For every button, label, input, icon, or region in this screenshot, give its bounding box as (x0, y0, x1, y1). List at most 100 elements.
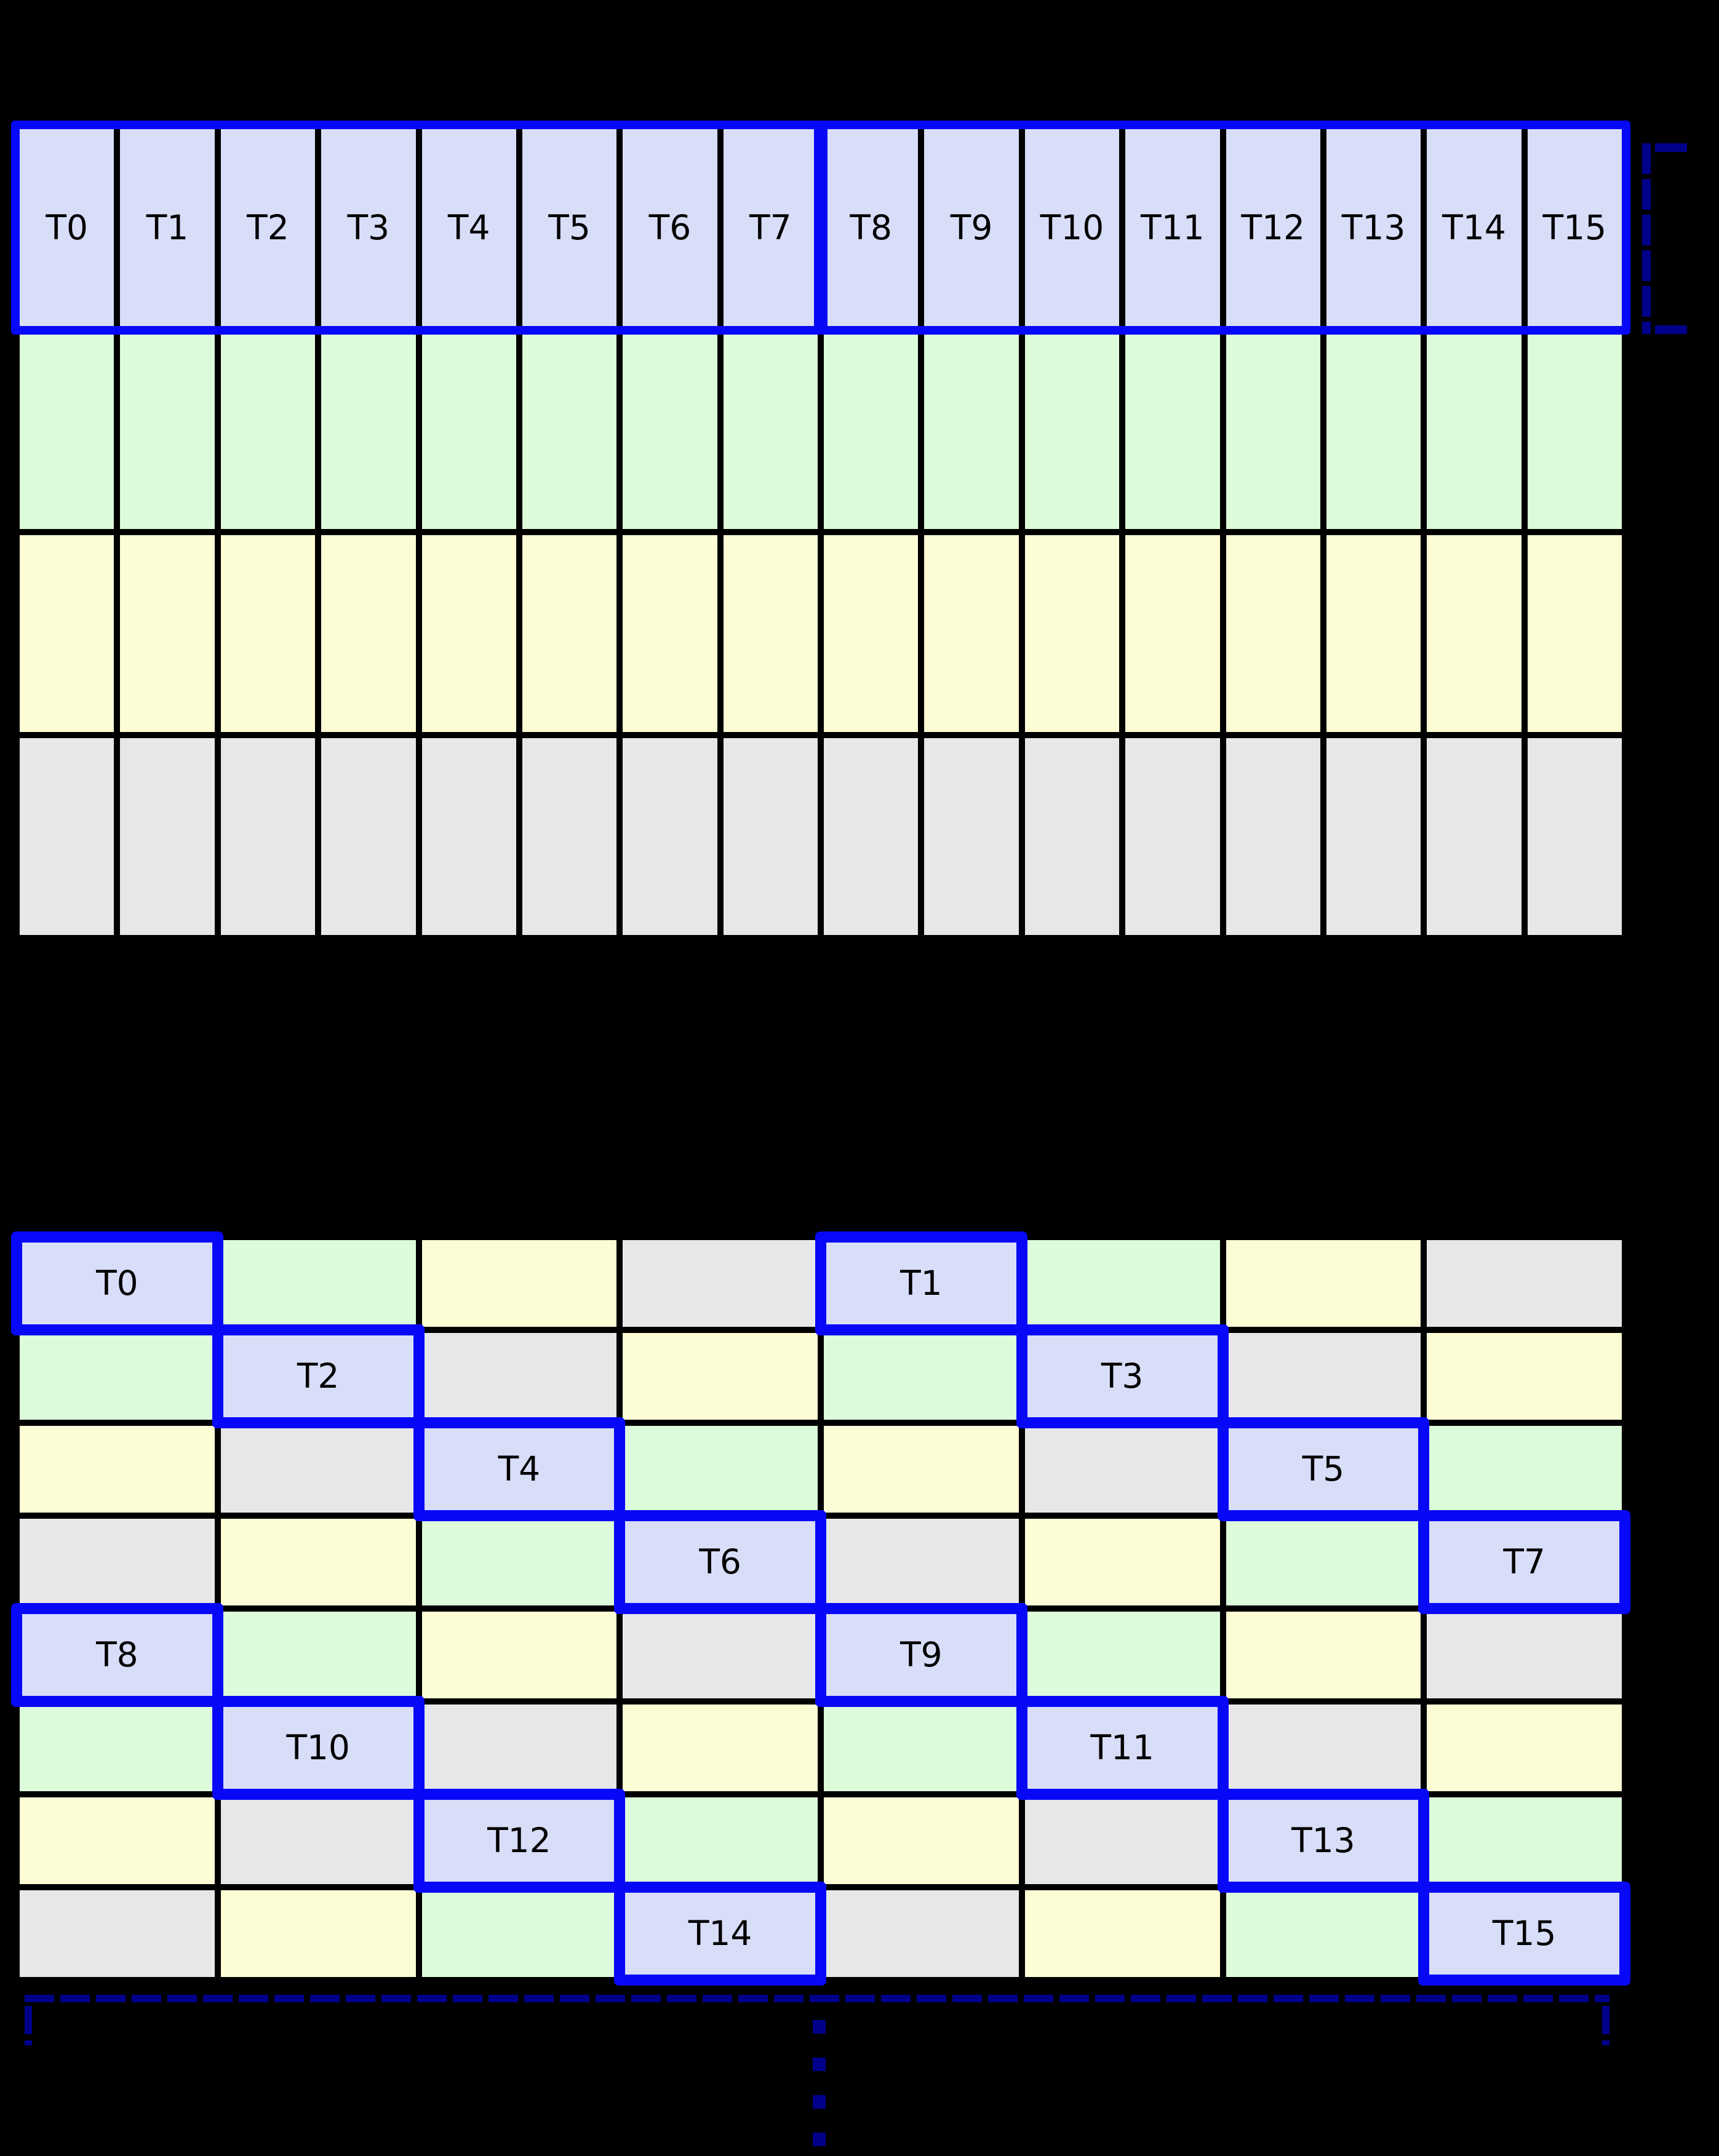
bank-cell (220, 738, 316, 935)
thread-cell: T14 (614, 1882, 826, 1986)
bank-cell (120, 738, 215, 935)
bank-cell (723, 535, 818, 732)
thread-cell: T15 (1418, 1882, 1630, 1986)
bank-cell (1024, 738, 1120, 935)
bank-cell (120, 535, 215, 732)
bank-cell (1024, 1519, 1220, 1605)
bank-cell (723, 332, 818, 529)
bank-cell (220, 1519, 416, 1605)
bank-cell (1024, 1426, 1220, 1513)
bank-cell (20, 1705, 215, 1791)
bank-cell (623, 1426, 818, 1513)
half-warp-bracket-top-arm (1655, 143, 1687, 152)
bank-cell (623, 1240, 818, 1327)
bank-cell (220, 1612, 416, 1698)
thread-header-cell: T4 (421, 129, 516, 326)
bank-cell (421, 1612, 617, 1698)
bank-cell (1125, 535, 1220, 732)
bank-cell (20, 1797, 215, 1884)
bank-cell (220, 332, 316, 529)
bank-cell (824, 738, 919, 935)
thread-cell: T7 (1418, 1510, 1630, 1614)
bank-cell (1024, 332, 1120, 529)
bank-cell (623, 1705, 818, 1791)
bank-cell (623, 1612, 818, 1698)
thread-header-cell: T2 (220, 129, 316, 326)
thread-cell: T6 (614, 1510, 826, 1614)
bank-cell (1427, 1426, 1622, 1513)
bank-cell (421, 1705, 617, 1791)
thread-header-cell: T10 (1024, 129, 1120, 326)
thread-header-cell: T3 (321, 129, 416, 326)
bank-cell (1024, 535, 1120, 732)
bank-cell (421, 738, 516, 935)
bank-cell (1226, 1705, 1421, 1791)
bank-cell (1226, 535, 1320, 732)
bank-cell (623, 1333, 818, 1420)
thread-cell: T10 (212, 1696, 425, 1800)
bank-cell (1226, 1612, 1421, 1698)
bank-cell (1427, 1612, 1622, 1698)
thread-header-cell: T15 (1527, 129, 1622, 326)
thread-header-cell: T9 (924, 129, 1019, 326)
bank-cell (623, 1797, 818, 1884)
bank-cell (1326, 738, 1421, 935)
bank-cell (1427, 535, 1522, 732)
bank-cell (824, 535, 919, 732)
thread-header-cell: T5 (522, 129, 617, 326)
thread-header-cell: T1 (120, 129, 215, 326)
bank-cell (421, 1240, 617, 1327)
bank-cell (220, 535, 316, 732)
bank-cell (924, 332, 1019, 529)
bank-cell (220, 1426, 416, 1513)
bank-cell (723, 738, 818, 935)
bank-cell (924, 535, 1019, 732)
bank-cell (421, 1333, 617, 1420)
bank-cell (623, 738, 717, 935)
bank-cell (20, 1426, 215, 1513)
bank-cell (421, 1519, 617, 1605)
bank-cell (1024, 1797, 1220, 1884)
thread-cell: T1 (815, 1231, 1027, 1335)
bank-cell (1226, 1890, 1421, 1977)
bank-cell (20, 332, 114, 529)
bank-cell (522, 738, 617, 935)
thread-header-cell: T0 (20, 129, 114, 326)
bank-cell (1226, 738, 1320, 935)
bank-cell (824, 1519, 1019, 1605)
thread-cell: T2 (212, 1324, 425, 1428)
thread-cell: T12 (413, 1789, 625, 1893)
bank-cell (20, 1519, 215, 1605)
thread-cell: T5 (1217, 1417, 1429, 1521)
row-span-bracket-line (25, 1995, 1609, 2002)
bank-cell (321, 738, 416, 935)
thread-cell: T8 (11, 1603, 223, 1707)
bank-cell (1427, 1333, 1622, 1420)
bank-cell (623, 535, 717, 732)
bank-cell (1125, 332, 1220, 529)
thread-header-cell: T13 (1326, 129, 1421, 326)
bank-cell (220, 1240, 416, 1327)
bank-cell (1024, 1890, 1220, 1977)
bank-cell (1427, 738, 1522, 935)
half-warp-bracket-bottom-arm (1655, 325, 1687, 334)
bank-cell (1527, 332, 1622, 529)
bank-cell (421, 1890, 617, 1977)
thread-header-cell: T14 (1427, 129, 1522, 326)
bank-cell (1024, 1612, 1220, 1698)
bank-cell (1226, 332, 1320, 529)
half-warp-bracket-line (1642, 143, 1651, 334)
bank-cell (1125, 738, 1220, 935)
thread-header-cell: T8 (824, 129, 919, 326)
bank-cell (1427, 1240, 1622, 1327)
bank-cell (1427, 1797, 1622, 1884)
thread-cell: T9 (815, 1603, 1027, 1707)
bank-cell (1326, 332, 1421, 529)
thread-cell: T0 (11, 1231, 223, 1335)
bank-cell (421, 332, 516, 529)
bank-cell (1326, 535, 1421, 732)
bank-cell (20, 535, 114, 732)
bank-cell (824, 332, 919, 529)
bank-cell (20, 738, 114, 935)
